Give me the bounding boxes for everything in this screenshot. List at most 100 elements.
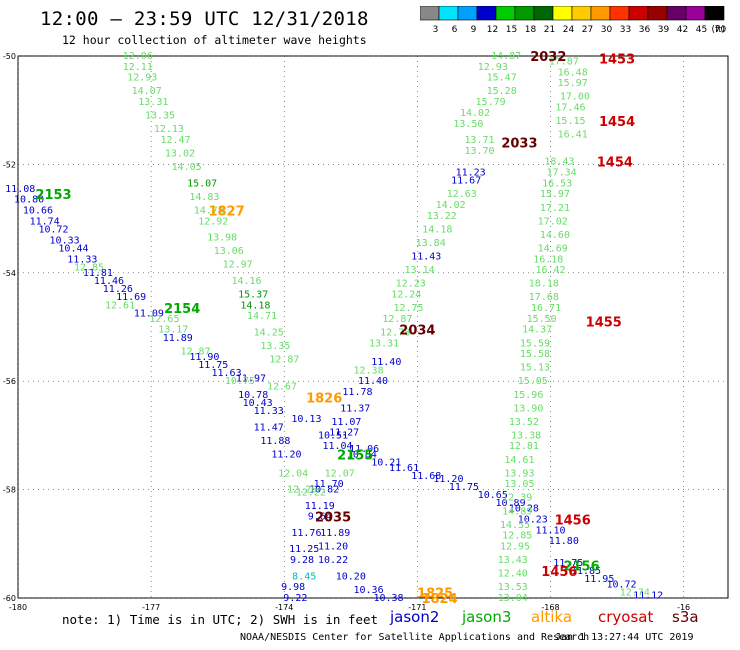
wave-height-value: 12.87 [269, 355, 299, 366]
longitude-label: -174 [275, 603, 293, 612]
wave-height-value: 15.97 [558, 78, 588, 89]
pass-time-label: 1827 [208, 204, 244, 219]
wave-height-value: 10.44 [58, 243, 88, 254]
wave-height-value: 11.88 [260, 436, 290, 447]
colorbar-tick-label: 18 [525, 25, 537, 35]
wave-height-value: 11.80 [549, 536, 579, 547]
pass-time-label: 1455 [586, 316, 622, 331]
wave-height-value: 11.10 [535, 525, 565, 536]
wave-height-value: 13.04 [498, 593, 528, 604]
wave-height-value: 11.85 [571, 566, 601, 577]
colorbar-tick-label: 21 [544, 25, 555, 35]
wave-height-value: 14.16 [231, 276, 261, 287]
wave-height-value: 13.43 [498, 555, 528, 566]
wave-height-value: 10.72 [38, 224, 68, 235]
wave-height-value: 12.85 [502, 531, 532, 542]
wave-height-value: 12.22 [296, 487, 326, 498]
wave-height-value: 17.21 [540, 203, 570, 214]
wave-height-value: 15.07 [187, 178, 217, 189]
wave-height-value: 12.78 [380, 327, 410, 338]
wave-height-value: 10.13 [291, 414, 321, 425]
wave-height-value: 11.26 [103, 284, 133, 295]
wave-height-value: 11.40 [358, 376, 388, 387]
wave-height-value: 10.23 [518, 514, 548, 525]
wave-height-value: 12.65 [149, 314, 179, 325]
pass-time-label: 1826 [306, 391, 342, 406]
wave-height-value: 14.89 [502, 506, 532, 517]
wave-height-value: 12.93 [478, 62, 508, 73]
wave-height-value: 12.24 [391, 289, 421, 300]
wave-height-value: 12.39 [502, 493, 532, 504]
wave-height-value: 13.52 [509, 417, 539, 428]
wave-height-value: 10.66 [23, 205, 53, 216]
wave-height-value: 17.02 [538, 216, 568, 227]
wave-height-value: 14.18 [422, 224, 452, 235]
latitude-label: -54 [3, 269, 16, 278]
wave-height-value: 11.04 [322, 441, 352, 452]
wave-height-value: 14.55 [500, 520, 530, 531]
colorbar-tick-label: 15 [506, 25, 517, 35]
wave-height-value: 12.23 [396, 279, 426, 290]
wave-height-value: 10.38 [373, 593, 403, 604]
pass-time-label: 1456 [555, 513, 591, 528]
wave-height-value: 15.05 [518, 376, 548, 387]
colorbar-tick-label: 42 [677, 25, 688, 35]
wave-height-value: 14.02 [460, 108, 490, 119]
wave-height-value: 14.37 [522, 325, 552, 336]
wave-height-value: 10.65 [478, 490, 508, 501]
wave-height-value: 11.97 [236, 373, 266, 384]
wave-height-value: 10.72 [606, 579, 636, 590]
pass-time-label: 2153 [35, 188, 71, 203]
wave-height-value: 11.74 [30, 216, 60, 227]
colorbar-swatch [704, 6, 725, 21]
credit-line: NOAA/NESDIS Center for Satellite Applica… [240, 632, 590, 643]
longitude-label: -16 [677, 603, 690, 612]
wave-height-value: 9.28 [290, 555, 314, 566]
pass-time-label: 1453 [599, 53, 635, 68]
wave-height-value: 10.78 [238, 390, 268, 401]
wave-height-value: 15.28 [487, 86, 517, 97]
wave-height-value: 15.47 [487, 73, 517, 84]
pass-time-label: 2154 [164, 302, 200, 317]
wave-height-value: 11.75 [198, 360, 228, 371]
wave-height-value: 11.89 [320, 528, 350, 539]
wave-height-value: 10.84 [347, 449, 377, 460]
wave-height-value: 14.07 [132, 86, 162, 97]
wave-height-value: 10.21 [371, 458, 401, 469]
wave-height-value: 16.41 [558, 130, 588, 141]
wave-height-value: 11.76 [291, 528, 321, 539]
wave-height-value: 11.20 [433, 474, 463, 485]
wave-height-value: 13.71 [464, 135, 494, 146]
colorbar-tick-label: 36 [639, 25, 651, 35]
wave-height-value: 13.05 [504, 479, 534, 490]
wave-height-value: 18.18 [529, 279, 559, 290]
wave-height-value: 11.69 [116, 292, 146, 303]
wave-height-value: 11.33 [67, 254, 97, 265]
wave-height-value: 11.27 [329, 428, 359, 439]
wave-height-value: 14.18 [240, 300, 270, 311]
wave-height-value: 13.02 [165, 149, 195, 160]
wave-height-value: 14.87 [491, 51, 521, 62]
wave-height-value: 11.95 [584, 574, 614, 585]
wave-height-value: 9.22 [283, 593, 307, 604]
wave-height-value: 15.97 [540, 189, 570, 200]
wave-height-value: 11.37 [340, 403, 370, 414]
latitude-label: -52 [3, 160, 16, 169]
wave-height-value: 12.92 [198, 216, 228, 227]
wave-height-value: 11.23 [456, 168, 486, 179]
colorbar-tick-label: 45 [696, 25, 707, 35]
wave-height-value: 11.43 [411, 252, 441, 263]
longitude-label: -168 [541, 603, 559, 612]
wave-height-value: 12.13 [154, 124, 184, 135]
wave-height-value: 12.26 [287, 485, 317, 496]
colorbar-tick-label: 12 [487, 25, 498, 35]
wave-height-value: 13.70 [464, 146, 494, 157]
wave-height-value: 10.33 [50, 235, 80, 246]
wave-height-value: 11.75 [449, 482, 479, 493]
wave-height-value: 14.61 [504, 455, 534, 466]
wave-height-value: 11.06 [349, 444, 379, 455]
wave-height-value: 16.18 [533, 254, 563, 265]
wave-height-value: 12.63 [447, 189, 477, 200]
wave-height-value: 13.22 [427, 211, 457, 222]
